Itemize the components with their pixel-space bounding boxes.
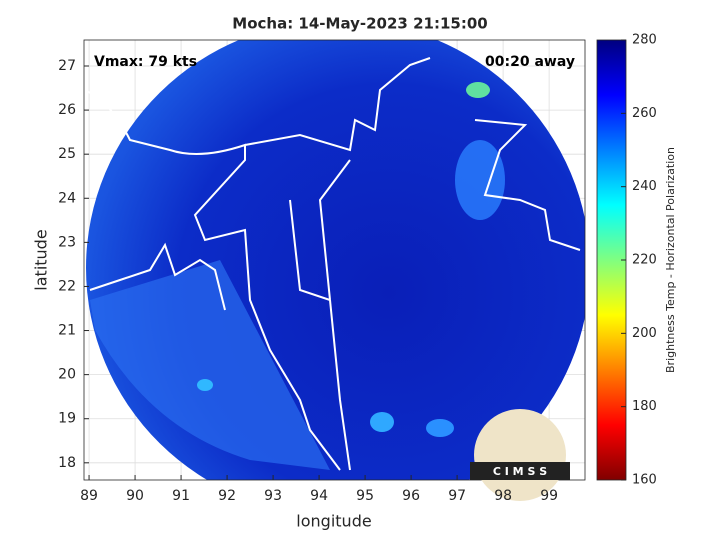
bright-spot xyxy=(426,419,454,437)
west-sea xyxy=(90,260,330,470)
y-tick-label: 22 xyxy=(58,278,76,294)
imagery xyxy=(84,40,585,480)
coastline xyxy=(84,57,581,471)
x-tick-label: 95 xyxy=(356,488,374,504)
colorbar-tick-label: 280 xyxy=(632,33,657,48)
logo-band xyxy=(470,462,570,480)
x-tick-label: 99 xyxy=(540,488,558,504)
colorbar-tick-label: 160 xyxy=(632,473,657,488)
y-tick-label: 20 xyxy=(58,367,76,383)
y-tick-label: 24 xyxy=(58,190,76,206)
x-tick-label: 97 xyxy=(448,488,466,504)
x-tick-label: 98 xyxy=(494,488,512,504)
x-tick-label: 91 xyxy=(172,488,190,504)
bright-spot xyxy=(370,412,394,432)
logo-text: C I M S S xyxy=(493,465,547,478)
bright-spot xyxy=(466,82,490,98)
y-tick-label: 27 xyxy=(58,58,76,74)
x-tick-label: 94 xyxy=(310,488,328,504)
colorbar-tick-label: 260 xyxy=(632,106,657,121)
title: Mocha: 14-May-2023 21:15:00 xyxy=(232,15,487,33)
x-tick-label: 96 xyxy=(402,488,420,504)
annotation: Vmax: 79 kts xyxy=(94,54,197,70)
colorbar-tick-label: 180 xyxy=(632,399,657,414)
x-tick-label: 92 xyxy=(218,488,236,504)
colorbar-label: Brightness Temp - Horizontal Polarizatio… xyxy=(664,147,677,373)
y-tick-label: 19 xyxy=(58,411,76,427)
x-axis-label: longitude xyxy=(296,512,371,531)
bright-spot xyxy=(197,379,213,391)
y-tick-label: 25 xyxy=(58,146,76,162)
y-tick-label: 26 xyxy=(58,102,76,118)
colorbar-tick-label: 240 xyxy=(632,179,657,194)
y-tick-label: 21 xyxy=(58,323,76,339)
y-axis-label: latitude xyxy=(32,229,51,290)
plot-frame xyxy=(83,39,586,481)
colorbar-tick-label: 200 xyxy=(632,326,657,341)
y-tick-label: 23 xyxy=(58,234,76,250)
x-tick-label: 90 xyxy=(126,488,144,504)
y-tick-label: 18 xyxy=(58,455,76,471)
x-tick-label: 89 xyxy=(80,488,98,504)
colorbar-tick-label: 220 xyxy=(632,253,657,268)
logo: C I M S S xyxy=(470,409,570,501)
x-tick-label: 93 xyxy=(264,488,282,504)
bright-spot xyxy=(455,140,505,220)
annotation: 00:20 away xyxy=(485,54,575,70)
